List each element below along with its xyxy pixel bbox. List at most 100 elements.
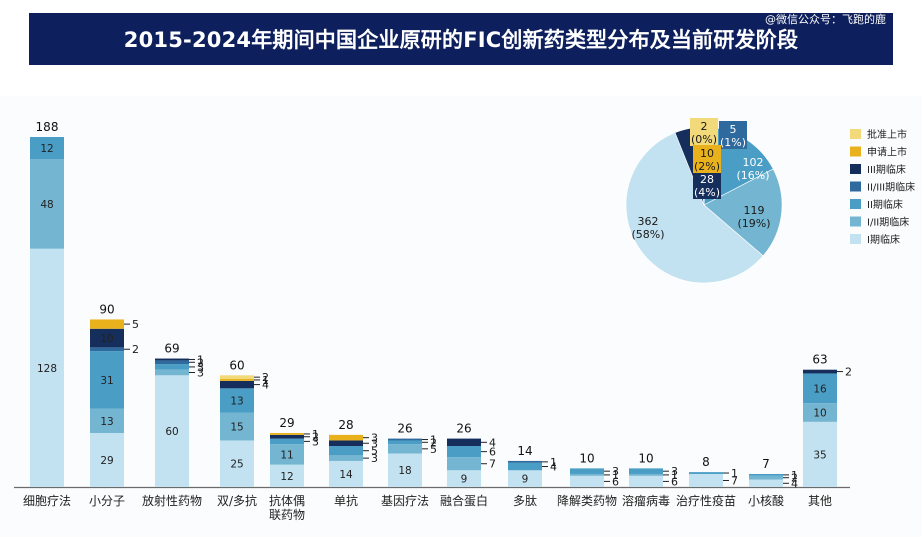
bar-segment-label: 2 <box>132 343 139 356</box>
bar-segment-label: 1 <box>791 469 798 482</box>
pie-value-label: 119 <box>744 204 765 217</box>
bar-segment-label: 1 <box>262 374 269 387</box>
bar-segment-label: 9 <box>461 474 468 486</box>
bar-segment-label: 3 <box>671 465 678 478</box>
x-tick-label: 联药物 <box>269 508 305 522</box>
bar-segment-label: 3 <box>197 367 204 380</box>
pie-label-box <box>693 145 721 173</box>
legend-swatch <box>850 129 861 139</box>
pie-value-label: 102 <box>743 156 764 169</box>
bar-segment <box>570 473 604 476</box>
x-tick-label: 细胞疗法 <box>23 494 71 508</box>
bar-total-label: 10 <box>579 451 594 465</box>
pie-percent-label: (58%) <box>631 228 664 241</box>
bar-segment <box>329 446 363 456</box>
legend-label: I期临床 <box>867 233 900 246</box>
bar-segment-label: 18 <box>398 465 411 477</box>
bar-segment <box>329 455 363 461</box>
bar-segment <box>508 462 542 471</box>
bar-segment-label: 3 <box>371 432 378 445</box>
bar-segment-label: 1 <box>312 428 319 441</box>
bar-segment <box>329 440 363 447</box>
bar-segment <box>388 440 422 445</box>
bar-segment-label: 2 <box>262 371 269 384</box>
x-tick-label: 抗体偶 <box>269 493 305 508</box>
bar-segment <box>749 473 783 476</box>
legend-swatch <box>850 199 861 209</box>
bar-segment <box>749 479 783 487</box>
bar-chart: 1284812188细胞疗法291331210590小分子60332169放射性… <box>14 120 852 522</box>
bar-segment <box>90 328 124 348</box>
x-tick-label: 放射性药物 <box>142 493 202 508</box>
pie-label-box <box>693 171 721 199</box>
pie-value-label: 2 <box>701 120 708 133</box>
bar-total-label: 26 <box>456 422 471 436</box>
bar-segment <box>689 472 723 474</box>
bar-total-label: 7 <box>762 457 770 471</box>
pie-value-label: 362 <box>638 215 659 228</box>
bar-segment <box>30 137 64 160</box>
bar-segment-label: 1 <box>612 469 619 482</box>
bar-segment-label: 10 <box>813 408 826 420</box>
pie-percent-label: (1%) <box>720 136 746 149</box>
bar-total-label: 29 <box>279 416 294 430</box>
bar-segment <box>388 438 422 441</box>
bar-segment <box>155 364 189 370</box>
bar-segment-label: 35 <box>813 449 826 461</box>
bar-segment-label: 3 <box>612 465 619 478</box>
bar-segment-label: 4 <box>550 461 557 474</box>
bar-segment <box>30 159 64 249</box>
bar-segment-label: 128 <box>37 363 57 375</box>
bar-segment <box>388 453 422 487</box>
legend-label: 批准上市 <box>867 128 907 141</box>
watermark: @微信公众号：飞跑的鹿 <box>765 13 886 26</box>
bar-segment <box>220 440 254 487</box>
bar-segment <box>220 375 254 380</box>
bar-segment <box>270 433 304 435</box>
bar-segment-label: 3 <box>371 452 378 465</box>
pie-value-label: 5 <box>730 123 737 136</box>
legend-label: I/II期临床 <box>867 216 909 229</box>
legend-swatch <box>850 181 861 192</box>
bar-segment-label: 11 <box>280 449 293 461</box>
bar-segment-label: 1 <box>550 456 557 469</box>
x-tick-label: 基因疗法 <box>381 494 429 508</box>
bar-segment-label: 2 <box>845 366 852 379</box>
pie-value-label: 10 <box>700 147 714 160</box>
bar-segment <box>220 379 254 381</box>
bar-segment-label: 5 <box>132 318 139 331</box>
legend-label: III期临床 <box>867 163 906 176</box>
bar-segment-label: 15 <box>230 421 243 433</box>
bar-segment-label: 31 <box>100 375 113 387</box>
bar-total-label: 14 <box>517 444 532 458</box>
bar-segment <box>270 444 304 465</box>
x-tick-label: 治疗性疫苗 <box>676 493 736 508</box>
bar-segment <box>90 347 124 352</box>
bar-segment-label: 3 <box>312 435 319 448</box>
bar-segment <box>220 388 254 413</box>
legend-label: 申请上市 <box>867 146 907 159</box>
bar-segment-label: 2 <box>312 431 319 444</box>
bar-segment-label: 5 <box>371 445 378 458</box>
bar-segment-label: 6 <box>671 475 678 488</box>
x-tick-label: 其他 <box>808 494 832 508</box>
pie-slice <box>703 168 783 257</box>
x-tick-label: 融合蛋白 <box>440 493 488 508</box>
bar-total-label: 63 <box>812 353 827 367</box>
bar-segment <box>803 369 837 374</box>
chart-title-banner: 2015-2024年期间中国企业原研的FIC创新药类型分布及当前研发阶段 <box>29 13 893 65</box>
bar-segment <box>329 460 363 487</box>
bar-segment-label: 4 <box>791 477 798 490</box>
legend-swatch <box>850 216 861 227</box>
pie-percent-label: (4%) <box>694 186 720 199</box>
bar-segment <box>270 464 304 487</box>
bar-segment-label: 4 <box>262 379 269 392</box>
x-tick-label: 单抗 <box>334 493 358 508</box>
bar-segment-label: 3 <box>197 361 204 374</box>
pie-chart: 2(0%) 5(1%) 102(16%) 119(19%) 362(58%) 28(4%)… <box>625 118 783 284</box>
bar-segment-label: 9 <box>522 474 529 486</box>
bar-segment <box>270 434 304 439</box>
bar-segment <box>803 403 837 422</box>
legend-swatch <box>850 164 861 174</box>
x-tick-label: 双/多抗 <box>217 493 257 508</box>
